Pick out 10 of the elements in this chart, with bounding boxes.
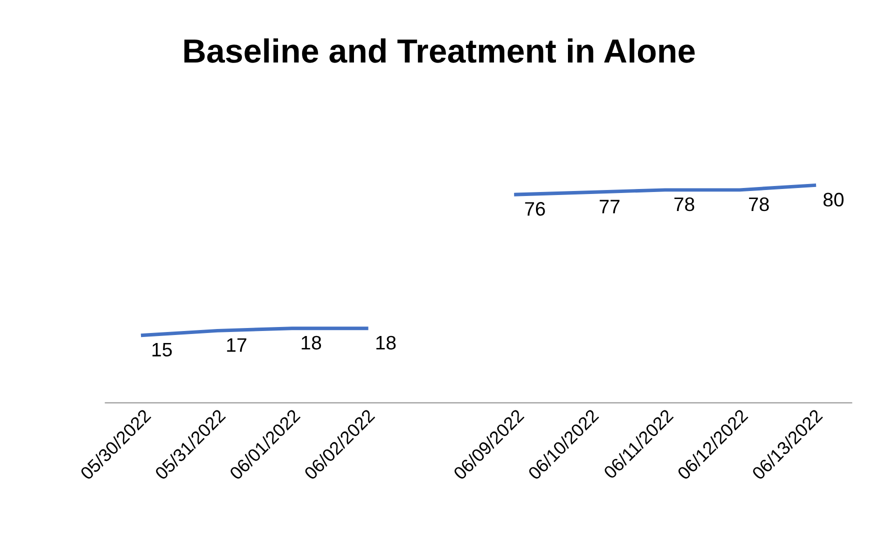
chart-title: Baseline and Treatment in Alone xyxy=(184,38,695,63)
data-label: 15 xyxy=(152,342,172,357)
data-label: 18 xyxy=(376,336,396,350)
data-label: 78 xyxy=(749,197,769,212)
data-label: 77 xyxy=(600,200,620,214)
data-label: 18 xyxy=(302,336,322,350)
data-label: 78 xyxy=(674,197,694,212)
data-label: 76 xyxy=(525,202,545,216)
data-label: 80 xyxy=(824,192,844,207)
data-label: 17 xyxy=(227,338,246,352)
